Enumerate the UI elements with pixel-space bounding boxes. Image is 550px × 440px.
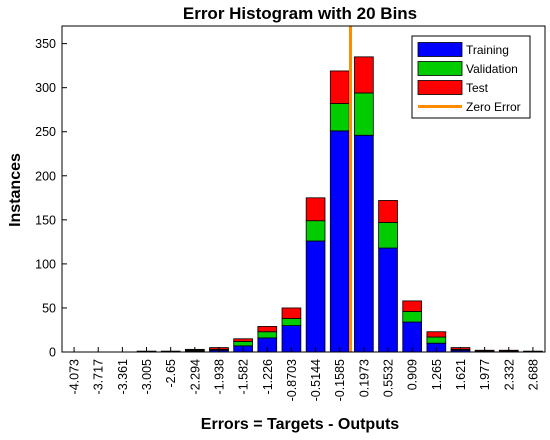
bar-validation-13 xyxy=(378,222,398,249)
bar-training-12 xyxy=(354,134,374,353)
bar-validation-11 xyxy=(329,103,350,132)
x-tick-label: -1.226 xyxy=(261,359,275,394)
y-tick-label: 150 xyxy=(35,213,56,227)
x-tick-label: 2.332 xyxy=(502,359,516,390)
y-axis-label: Instances xyxy=(7,153,24,227)
x-tick-label: 0.5532 xyxy=(382,359,396,397)
bar-validation-15 xyxy=(426,336,447,344)
x-axis-label: Errors = Targets - Outputs xyxy=(201,416,400,433)
y-tick-label: 0 xyxy=(49,346,56,360)
y-tick-label: 300 xyxy=(35,81,56,95)
x-tick-label: -0.1585 xyxy=(333,359,347,401)
legend: Training Validation Test Zero Error xyxy=(411,35,531,119)
x-tick-label: -4.073 xyxy=(68,359,82,394)
x-tick-label: 0.1973 xyxy=(357,359,371,397)
bar-training-11 xyxy=(329,130,350,353)
legend-label: Training xyxy=(466,43,509,57)
x-tick-label: -0.8703 xyxy=(285,359,299,401)
bar-test-9 xyxy=(281,307,302,319)
bar-test-7 xyxy=(233,338,253,342)
bar-training-10 xyxy=(305,240,326,353)
legend-box xyxy=(411,35,531,119)
bar-validation-12 xyxy=(354,92,374,136)
legend-label: Zero Error xyxy=(466,100,521,114)
x-tick-label: -0.5144 xyxy=(309,359,323,401)
y-tick-label: 350 xyxy=(35,37,56,51)
bar-validation-14 xyxy=(402,311,423,323)
legend-swatch-test xyxy=(417,80,463,95)
bar-test-14 xyxy=(402,300,423,312)
y-tick-label: 200 xyxy=(35,169,56,183)
y-tick-label: 100 xyxy=(35,257,56,271)
x-tick-label: -1.938 xyxy=(212,359,226,394)
x-tick-label: -2.65 xyxy=(164,359,178,388)
bar-training-13 xyxy=(378,247,398,353)
chart-title: Error Histogram with 20 Bins xyxy=(183,4,417,23)
bar-validation-10 xyxy=(305,220,326,242)
x-tick-label: 0.909 xyxy=(406,359,420,390)
legend-label: Test xyxy=(466,81,489,95)
bar-test-11 xyxy=(329,70,350,104)
bar-validation-8 xyxy=(257,331,278,339)
legend-swatch-training xyxy=(417,42,463,57)
x-tick-label: -3.005 xyxy=(140,359,154,394)
bar-test-10 xyxy=(305,197,326,222)
x-tick-label: -2.294 xyxy=(188,359,202,394)
x-tick-label: -1.582 xyxy=(237,359,251,394)
legend-label: Validation xyxy=(466,62,518,76)
x-tick-label: 1.977 xyxy=(478,359,492,390)
x-tick-label: -3.717 xyxy=(92,359,106,394)
y-tick-label: 250 xyxy=(35,125,56,139)
y-tick-label: 50 xyxy=(42,301,56,315)
bar-test-13 xyxy=(378,200,398,223)
legend-swatch-validation xyxy=(417,61,463,76)
bar-validation-9 xyxy=(281,318,302,326)
x-tick-label: 1.621 xyxy=(454,359,468,390)
plot-frame xyxy=(61,25,546,353)
x-tick-label: -3.361 xyxy=(116,359,130,394)
x-tick-label: 1.265 xyxy=(430,359,444,390)
bar-test-8 xyxy=(257,326,278,333)
bar-test-12 xyxy=(354,56,374,94)
bar-validation-7 xyxy=(233,341,253,347)
x-tick-label: 2.688 xyxy=(526,359,540,390)
bar-test-15 xyxy=(426,331,447,338)
